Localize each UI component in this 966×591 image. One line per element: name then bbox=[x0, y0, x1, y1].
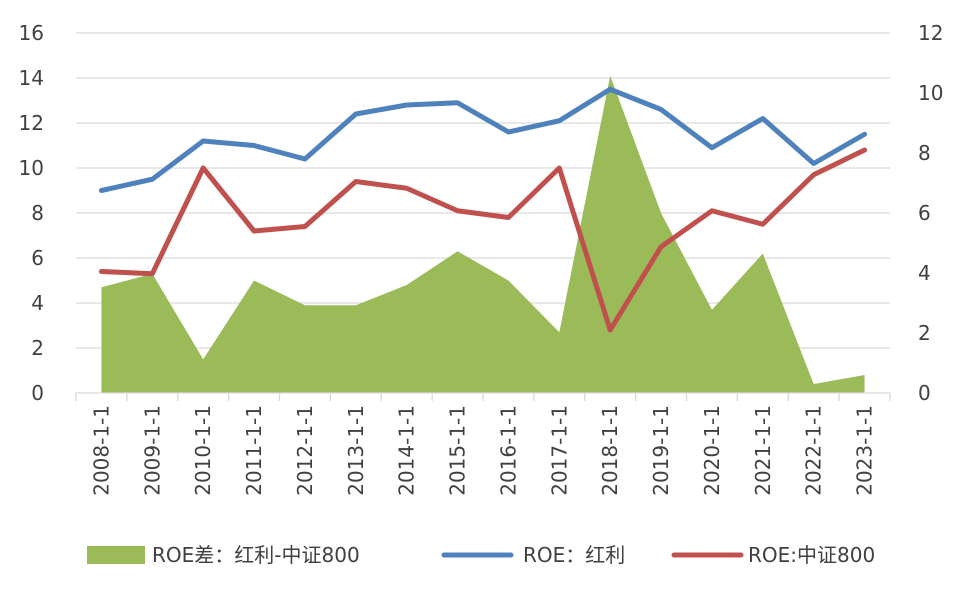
y-left-tick-label: 14 bbox=[19, 66, 44, 90]
x-tick-label: 2010-1-1 bbox=[191, 405, 215, 496]
legend-label: ROE:中证800 bbox=[748, 543, 875, 567]
y-left-tick-label: 12 bbox=[19, 111, 44, 135]
y-left-tick-label: 6 bbox=[31, 246, 44, 270]
y-left-tick-label: 10 bbox=[19, 156, 44, 180]
x-tick-label: 2013-1-1 bbox=[344, 405, 368, 496]
x-tick-label: 2020-1-1 bbox=[700, 405, 724, 496]
legend-swatch-area bbox=[87, 546, 145, 564]
x-tick-label: 2023-1-1 bbox=[853, 405, 877, 496]
legend-label: ROE：红利 bbox=[523, 543, 625, 567]
area-series-roe-diff bbox=[101, 75, 865, 393]
x-axis-tick-labels: 2008-1-1 2009-1-1 2010-1-1 2011-1-1 2012-1-1… bbox=[89, 405, 876, 496]
line-series-roe-csi800 bbox=[98, 147, 868, 333]
x-tick-label: 2015-1-1 bbox=[446, 405, 470, 496]
y-right-tick-label: 6 bbox=[918, 201, 931, 225]
legend: ROE差：红利-中证800 ROE：红利 ROE:中证800 bbox=[87, 543, 875, 567]
y-right-tick-label: 2 bbox=[918, 321, 931, 345]
x-tick-label: 2019-1-1 bbox=[649, 405, 673, 496]
x-tick-label: 2021-1-1 bbox=[751, 405, 775, 496]
x-tick-label: 2017-1-1 bbox=[547, 405, 571, 496]
line-series-layer bbox=[98, 86, 868, 333]
x-tick-label: 2012-1-1 bbox=[293, 405, 317, 496]
y-left-tick-label: 2 bbox=[31, 336, 44, 360]
y-right-tick-label: 4 bbox=[918, 261, 931, 285]
y-right-tick-label: 8 bbox=[918, 141, 931, 165]
y-axis-right-tick-labels: 0 2 4 6 8 10 12 bbox=[918, 21, 943, 405]
y-left-tick-label: 16 bbox=[19, 21, 44, 45]
x-tick-label: 2022-1-1 bbox=[802, 405, 826, 496]
x-tick-label: 2018-1-1 bbox=[598, 405, 622, 496]
y-left-tick-label: 4 bbox=[31, 291, 44, 315]
gridlines bbox=[76, 32, 890, 349]
x-tick-label: 2014-1-1 bbox=[395, 405, 419, 496]
y-right-tick-label: 10 bbox=[918, 81, 943, 105]
legend-label: ROE差：红利-中证800 bbox=[152, 543, 360, 567]
y-axis-left-tick-labels: 0 2 4 6 8 10 12 14 16 bbox=[19, 21, 44, 405]
y-left-tick-label: 0 bbox=[31, 381, 44, 405]
x-tick-label: 2009-1-1 bbox=[140, 405, 164, 496]
x-tick-label: 2011-1-1 bbox=[242, 405, 266, 496]
x-tick-label: 2016-1-1 bbox=[496, 405, 520, 496]
y-right-tick-label: 0 bbox=[918, 381, 931, 405]
x-axis-tick-marks bbox=[75, 393, 891, 401]
y-left-tick-label: 8 bbox=[31, 201, 44, 225]
area-series-layer bbox=[101, 75, 865, 393]
line-series-roe-dividend bbox=[98, 86, 868, 193]
y-right-tick-label: 12 bbox=[918, 21, 943, 45]
x-tick-label: 2008-1-1 bbox=[89, 405, 113, 496]
